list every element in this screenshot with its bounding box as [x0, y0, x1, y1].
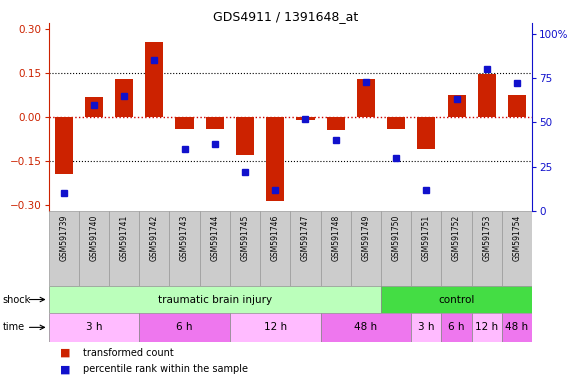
Text: ■: ■: [60, 348, 70, 358]
Bar: [49, 313, 139, 342]
Bar: [381, 286, 532, 313]
Bar: [502, 211, 532, 286]
Bar: [472, 211, 502, 286]
Bar: [387, 117, 405, 129]
Text: 6 h: 6 h: [448, 322, 465, 333]
Text: GSM591740: GSM591740: [90, 215, 98, 262]
Text: 48 h: 48 h: [505, 322, 529, 333]
Text: GSM591753: GSM591753: [482, 215, 491, 262]
Text: percentile rank within the sample: percentile rank within the sample: [83, 364, 248, 374]
Bar: [296, 117, 315, 120]
Bar: [139, 313, 230, 342]
Text: 3 h: 3 h: [86, 322, 102, 333]
Text: 48 h: 48 h: [355, 322, 377, 333]
Bar: [441, 211, 472, 286]
Text: GSM591748: GSM591748: [331, 215, 340, 261]
Bar: [139, 211, 170, 286]
Bar: [200, 211, 230, 286]
Bar: [206, 117, 224, 129]
Text: time: time: [3, 322, 25, 333]
Text: GSM591754: GSM591754: [513, 215, 521, 262]
Bar: [266, 117, 284, 201]
Text: GSM591751: GSM591751: [422, 215, 431, 261]
Bar: [230, 211, 260, 286]
Bar: [290, 211, 320, 286]
Text: 3 h: 3 h: [418, 322, 435, 333]
Bar: [236, 117, 254, 156]
Bar: [175, 117, 194, 129]
Text: GSM591745: GSM591745: [240, 215, 250, 262]
Bar: [85, 96, 103, 117]
Bar: [49, 286, 381, 313]
Bar: [327, 117, 345, 130]
Text: GSM591749: GSM591749: [361, 215, 371, 262]
Bar: [115, 79, 133, 117]
Bar: [109, 211, 139, 286]
Bar: [170, 211, 200, 286]
Bar: [351, 211, 381, 286]
Bar: [508, 95, 526, 117]
Text: control: control: [439, 295, 475, 305]
Text: GSM591752: GSM591752: [452, 215, 461, 261]
Bar: [55, 117, 73, 174]
Text: GSM591743: GSM591743: [180, 215, 189, 262]
Text: GSM591746: GSM591746: [271, 215, 280, 262]
Bar: [79, 211, 109, 286]
Bar: [472, 313, 502, 342]
Bar: [417, 117, 436, 149]
Bar: [502, 313, 532, 342]
Bar: [260, 211, 290, 286]
Bar: [411, 211, 441, 286]
Bar: [230, 313, 320, 342]
Text: GDS4911 / 1391648_at: GDS4911 / 1391648_at: [213, 10, 358, 23]
Bar: [478, 74, 496, 117]
Text: GSM591739: GSM591739: [59, 215, 68, 262]
Bar: [381, 211, 411, 286]
Bar: [441, 313, 472, 342]
Text: GSM591744: GSM591744: [210, 215, 219, 262]
Bar: [320, 211, 351, 286]
Bar: [49, 211, 79, 286]
Text: shock: shock: [3, 295, 31, 305]
Text: 6 h: 6 h: [176, 322, 193, 333]
Text: GSM591747: GSM591747: [301, 215, 310, 262]
Text: ■: ■: [60, 364, 70, 374]
Text: GSM591741: GSM591741: [119, 215, 128, 261]
Text: GSM591742: GSM591742: [150, 215, 159, 261]
Text: 12 h: 12 h: [475, 322, 498, 333]
Bar: [320, 313, 411, 342]
Bar: [145, 42, 163, 117]
Text: transformed count: transformed count: [83, 348, 174, 358]
Bar: [448, 95, 466, 117]
Text: 12 h: 12 h: [264, 322, 287, 333]
Text: GSM591750: GSM591750: [392, 215, 401, 262]
Text: traumatic brain injury: traumatic brain injury: [158, 295, 272, 305]
Bar: [411, 313, 441, 342]
Bar: [357, 79, 375, 117]
